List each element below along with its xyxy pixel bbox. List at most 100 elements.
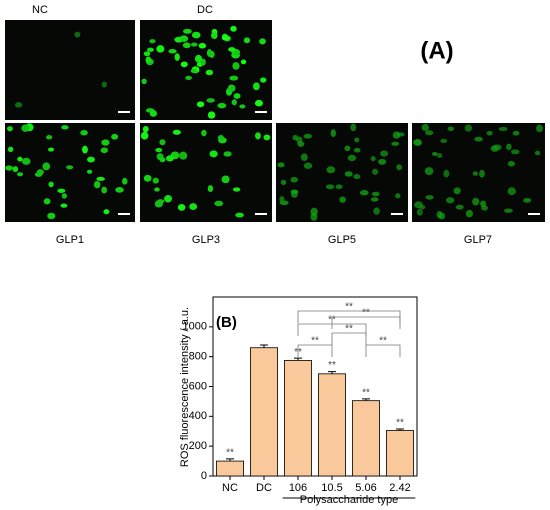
cell [165, 155, 174, 162]
cell [252, 82, 260, 91]
cell [326, 166, 336, 174]
cell [330, 129, 337, 137]
cell [185, 75, 192, 81]
y-tick-label: 0 [201, 470, 207, 482]
cell [194, 54, 203, 63]
image-label: DC [197, 4, 213, 16]
cell [303, 162, 313, 169]
cell [43, 198, 51, 205]
cell [498, 126, 508, 132]
cell [155, 147, 163, 153]
cell [279, 196, 285, 202]
cell [504, 208, 513, 213]
bar [317, 373, 346, 477]
cell [339, 196, 346, 203]
image-label: GLP5 [328, 234, 356, 246]
cell [180, 61, 188, 68]
cell [5, 165, 13, 171]
comparison-bracket [331, 332, 367, 345]
cell [198, 42, 207, 49]
cell [396, 164, 402, 171]
y-tick-label: 1000 [183, 321, 207, 333]
x-tick-label: 5.06 [355, 482, 376, 494]
cell [48, 181, 54, 188]
scale-bar [255, 213, 267, 215]
cell [479, 169, 485, 178]
cell [464, 124, 472, 132]
y-tick-label: 800 [189, 351, 207, 363]
cell [523, 197, 532, 203]
cell [154, 187, 160, 192]
cell [353, 147, 361, 153]
cell [145, 56, 152, 64]
cell [280, 179, 287, 185]
cell [61, 193, 67, 199]
cell [12, 166, 19, 173]
cell [156, 199, 165, 204]
cell [156, 45, 165, 53]
cell [354, 137, 360, 143]
cell [142, 125, 149, 133]
cell [421, 123, 429, 132]
cell [486, 130, 493, 136]
cell [206, 49, 212, 57]
cell [472, 171, 479, 176]
cell [371, 191, 380, 197]
cell [159, 157, 166, 163]
cell [370, 197, 379, 202]
x-tick-label: 10.5 [321, 482, 342, 494]
cell [47, 212, 56, 220]
cell [101, 81, 107, 88]
x-tick-label: NC [222, 482, 238, 494]
error-bar [294, 357, 302, 361]
cell [353, 173, 361, 180]
cell [86, 169, 93, 174]
cell [392, 131, 401, 139]
cell [536, 124, 543, 133]
cell [455, 204, 464, 210]
comparison-bracket [297, 310, 401, 323]
cell [93, 180, 101, 189]
cell [446, 197, 455, 204]
cell [260, 77, 267, 83]
cell [101, 186, 108, 194]
cell [146, 47, 154, 52]
cell [310, 212, 318, 221]
cell [152, 177, 159, 184]
cell [159, 139, 166, 146]
cell [391, 141, 400, 146]
bar [385, 430, 414, 477]
cell [190, 68, 198, 73]
cell [507, 187, 516, 196]
cell [100, 147, 109, 154]
cell [140, 131, 149, 140]
significance-label: ** [362, 388, 370, 399]
cell [443, 169, 450, 178]
cell [465, 209, 474, 218]
cell [103, 209, 110, 215]
x-axis-label: Polysaccharide type [300, 494, 398, 506]
cell [300, 153, 308, 161]
cell [419, 204, 426, 210]
error-bar [328, 371, 336, 374]
cell [347, 154, 357, 162]
cell [453, 187, 461, 195]
cell [229, 75, 239, 81]
cell [506, 143, 512, 151]
y-tick-label: 200 [189, 440, 207, 452]
cell [239, 104, 246, 109]
y-axis-label: ROS fluorescence intensity / a.u. [179, 307, 191, 467]
x-tick-label: DC [256, 482, 272, 494]
cell [217, 135, 225, 141]
cell [207, 185, 214, 193]
cell [230, 25, 237, 32]
cell [21, 124, 30, 132]
cell [277, 162, 285, 168]
cell [221, 35, 230, 41]
cell [425, 130, 434, 136]
cell [143, 174, 152, 182]
cell [96, 176, 105, 181]
cell [227, 84, 236, 92]
cell [178, 151, 188, 160]
